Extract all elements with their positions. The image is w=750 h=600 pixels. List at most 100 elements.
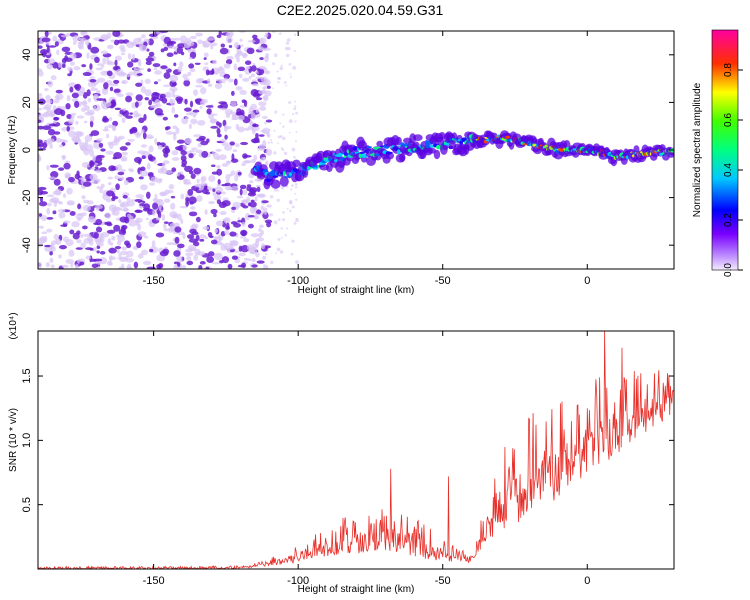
spectrogram-speckle bbox=[184, 165, 193, 173]
spectrogram-speckle bbox=[134, 156, 143, 164]
spectrogram-speckle bbox=[46, 138, 55, 143]
spectrogram-speckle bbox=[66, 95, 71, 102]
spectrogram-speckle bbox=[129, 169, 134, 173]
spectrogram-speckle bbox=[227, 187, 232, 191]
spectrogram-speckle bbox=[184, 107, 192, 112]
spectrogram-speckle bbox=[194, 62, 201, 65]
spectrogram-x-ticks: -150 -100 -50 0 bbox=[143, 31, 590, 287]
spectrogram-speckle bbox=[155, 232, 165, 238]
spectrogram-speckle bbox=[200, 182, 208, 187]
spectrogram-speckle bbox=[152, 202, 159, 210]
spectrogram-speckle bbox=[256, 186, 261, 193]
spectrogram-speckle bbox=[128, 219, 137, 227]
spectrogram-speckle bbox=[82, 91, 88, 99]
spectrogram-speckle bbox=[218, 122, 222, 128]
colorbar-label: Normalized spectral amplitude bbox=[692, 82, 703, 217]
spectrogram-speckle bbox=[49, 257, 54, 263]
spectrogram-speckle bbox=[190, 173, 196, 179]
spectrogram-speckle bbox=[46, 63, 53, 70]
spectrogram-speckle bbox=[66, 125, 70, 132]
spectrogram-speckle bbox=[164, 145, 170, 153]
spectrogram-speckle bbox=[53, 233, 59, 240]
spectrogram-speckle bbox=[190, 206, 196, 210]
spectrogram-speckle bbox=[38, 261, 42, 269]
spectrogram-speckle bbox=[249, 188, 256, 195]
spectrogram-speckle bbox=[96, 250, 100, 254]
spectrogram-speckle bbox=[235, 143, 240, 148]
spectrogram-speckle bbox=[100, 183, 105, 189]
spectrogram-speckle bbox=[188, 170, 194, 175]
spectrogram-speckle bbox=[62, 155, 66, 161]
spectrogram-speckle bbox=[189, 149, 196, 153]
spectrogram-speckle bbox=[133, 67, 137, 74]
spectrogram-speckle bbox=[65, 258, 75, 265]
spectrogram-speckle bbox=[124, 216, 130, 224]
spectrogram-speckle bbox=[295, 198, 298, 201]
spectrogram-speckle bbox=[107, 60, 113, 64]
spectrogram-speckle bbox=[186, 255, 192, 261]
spectrogram-speckle bbox=[61, 264, 69, 268]
spectrogram-speckle bbox=[220, 191, 226, 195]
spectrogram-speckle bbox=[252, 37, 260, 45]
spectrogram-speckle bbox=[255, 132, 259, 139]
spectrogram-speckle bbox=[81, 64, 87, 68]
spectrogram-speckle bbox=[295, 130, 298, 134]
spectrogram-speckle bbox=[143, 260, 152, 266]
spectrogram-ridge-mark bbox=[444, 142, 451, 146]
spectrogram-speckle bbox=[220, 242, 225, 247]
spectrogram-speckle bbox=[52, 99, 60, 104]
spectrogram-speckle bbox=[256, 260, 265, 264]
spectrogram-speckle bbox=[290, 252, 294, 256]
spectrogram-speckle bbox=[89, 63, 93, 70]
spectrogram-speckle bbox=[38, 154, 41, 162]
spectrogram-speckle bbox=[126, 73, 131, 78]
spectrogram-speckle bbox=[171, 106, 176, 114]
colorbar-tick-label: 0.0 bbox=[723, 263, 734, 277]
spectrogram-speckle bbox=[179, 205, 188, 209]
spectrogram-speckle bbox=[127, 139, 135, 142]
spectrogram-speckle bbox=[237, 114, 245, 121]
spectrogram-speckle bbox=[156, 209, 160, 215]
spectrogram-speckle bbox=[293, 33, 297, 36]
spectrogram-speckle bbox=[202, 40, 211, 48]
spectrogram-speckle bbox=[279, 122, 282, 125]
spectrogram-speckle bbox=[138, 117, 145, 124]
spectrogram-speckle bbox=[48, 176, 56, 180]
spectrogram-speckle bbox=[165, 131, 174, 135]
snr-x-tick-label: 0 bbox=[584, 575, 590, 587]
spectrogram-speckle bbox=[231, 209, 236, 213]
spectrogram-speckle bbox=[53, 131, 61, 135]
spectrogram-speckle bbox=[215, 78, 224, 82]
spectrogram-speckle bbox=[263, 264, 269, 269]
spectrogram-speckle bbox=[144, 97, 149, 101]
spectrogram-speckle bbox=[99, 257, 108, 265]
spectrogram-speckle bbox=[148, 172, 154, 177]
spectrogram-speckle bbox=[229, 110, 233, 115]
spectrogram-speckle bbox=[282, 218, 286, 222]
spectrogram-speckle bbox=[216, 199, 222, 205]
spectrogram-speckle bbox=[169, 223, 176, 228]
spectrogram-speckle bbox=[282, 136, 286, 141]
spectrogram-speckle bbox=[242, 77, 250, 82]
spectrogram-speckle bbox=[223, 63, 231, 69]
spectrogram-speckle bbox=[261, 47, 271, 51]
spectrogram-speckle bbox=[76, 170, 80, 176]
spectrogram-speckle bbox=[127, 53, 132, 60]
spectrogram-speckle bbox=[136, 241, 142, 249]
spectrogram-speckle bbox=[262, 255, 266, 260]
spectrogram-speckle bbox=[57, 208, 66, 213]
spectrogram-speckle bbox=[264, 160, 269, 166]
spectrogram-speckle bbox=[239, 89, 247, 96]
spectrogram-speckle bbox=[63, 220, 71, 224]
spectrogram-speckle bbox=[135, 133, 141, 139]
spectrogram-speckle bbox=[174, 236, 180, 244]
spectrogram-speckle bbox=[46, 217, 54, 220]
spectrogram-speckle bbox=[204, 209, 208, 216]
spectrogram-speckle bbox=[215, 148, 222, 152]
spectrogram-speckle bbox=[129, 128, 138, 134]
spectrogram-speckle bbox=[248, 258, 252, 262]
spectrogram-speckle bbox=[109, 83, 119, 87]
spectrogram-speckle bbox=[152, 63, 161, 68]
spectrogram-speckle bbox=[119, 256, 127, 263]
spectrogram-speckle bbox=[66, 200, 75, 206]
